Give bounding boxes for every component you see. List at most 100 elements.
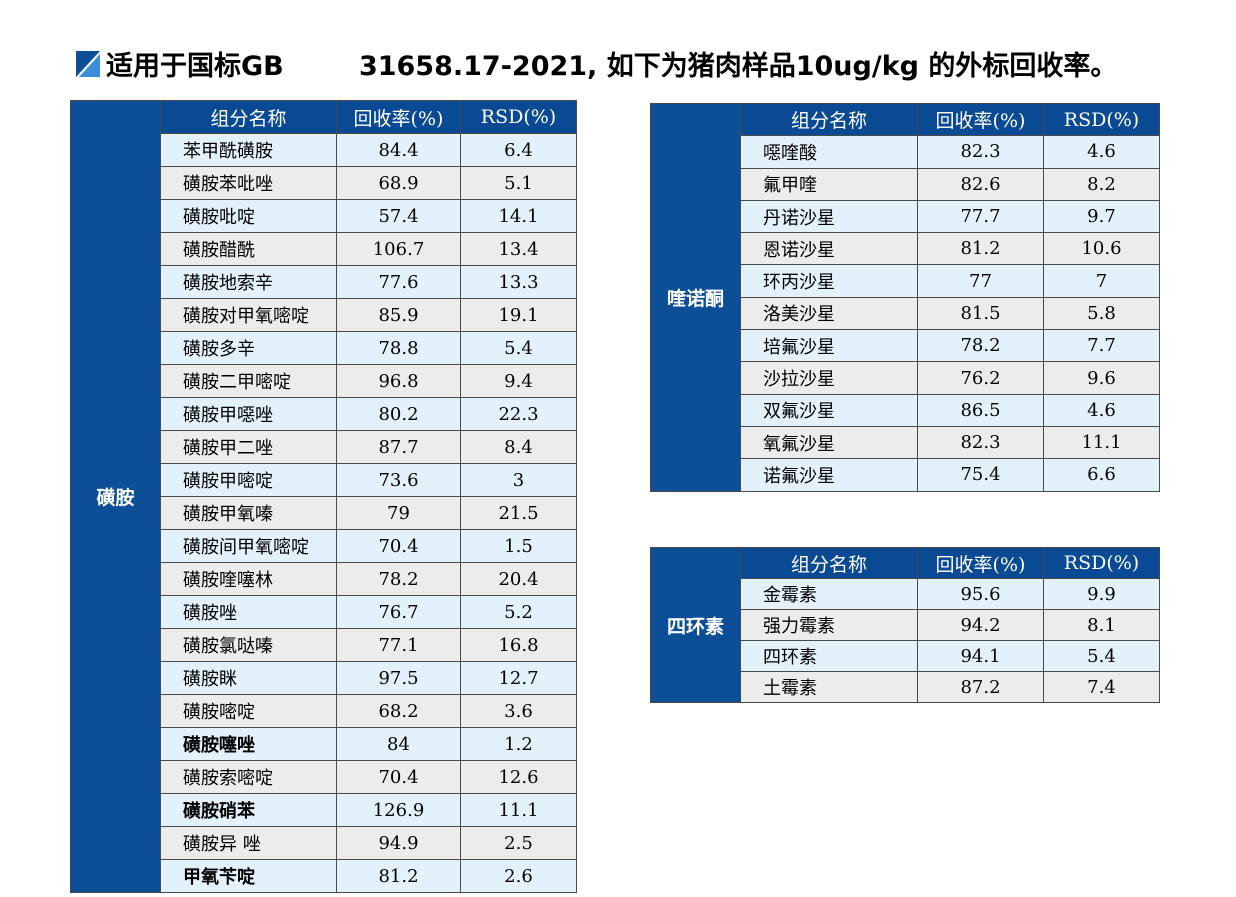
recovery: 84.4 <box>336 133 461 167</box>
rsd: 2.6 <box>460 859 577 893</box>
page-title: 适用于国标GB 31658.17-2021, 如下为猪肉样品10ug/kg 的外… <box>106 51 1118 82</box>
data-row: 甲氧苄啶 81.2 2.6 <box>71 859 577 893</box>
title-bar: 适用于国标GB 31658.17-2021, 如下为猪肉样品10ug/kg 的外… <box>76 44 1117 83</box>
recovery: 76.2 <box>917 361 1044 395</box>
rsd: 12.6 <box>460 760 577 794</box>
recovery: 78.8 <box>336 331 461 365</box>
recovery: 81.2 <box>336 859 461 893</box>
rsd: 21.5 <box>460 496 577 530</box>
data-table: 四环素 组分名称 回收率(%) RSD(%) 金霉素 95.6 9.9 强力霉素 94.2 8.1… <box>650 547 1160 703</box>
compound-name: 金霉素 <box>740 578 918 610</box>
compound-name: 氧氟沙星 <box>740 425 918 460</box>
compound-name: 氟甲喹 <box>740 167 918 201</box>
recovery: 81.2 <box>917 232 1044 266</box>
rsd: 7.7 <box>1043 329 1160 363</box>
data-row: 金霉素 95.6 9.9 <box>651 578 1160 610</box>
compound-name: 磺胺唑 <box>160 595 337 629</box>
recovery: 97.5 <box>336 661 461 695</box>
recovery: 106.7 <box>336 232 461 266</box>
rsd: 3 <box>460 463 577 497</box>
compound-name: 磺胺对甲氧嘧啶 <box>160 298 337 332</box>
recovery: 85.9 <box>336 298 461 332</box>
compound-name: 丹诺沙星 <box>740 199 918 234</box>
data-row: 磺胺二甲嘧啶 96.8 9.4 <box>71 364 577 398</box>
compound-name: 磺胺索嘧啶 <box>160 760 337 794</box>
compound-name: 磺胺甲二唑 <box>160 430 337 464</box>
rsd: 9.7 <box>1043 199 1160 234</box>
data-table: 喹诺酮 组分名称 回收率(%) RSD(%) 噁喹酸 82.3 4.6 氟甲喹 82.6 8.2 丹… <box>650 102 1160 492</box>
data-row: 磺胺眯 97.5 12.7 <box>71 661 577 695</box>
data-row: 诺氟沙星 75.4 6.6 <box>651 458 1160 492</box>
data-row: 四环素 94.1 5.4 <box>651 640 1160 672</box>
compound-name: 磺胺氯哒嗪 <box>160 628 337 662</box>
rsd: 9.6 <box>1043 361 1160 395</box>
compound-name: 恩诺沙星 <box>740 232 918 266</box>
data-row: 磺胺间甲氧嘧啶 70.4 1.5 <box>71 529 577 563</box>
recovery: 87.7 <box>336 430 461 464</box>
compound-name: 磺胺间甲氧嘧啶 <box>160 529 337 563</box>
column-header: 回收率(%) <box>917 547 1044 579</box>
recovery: 77.6 <box>336 265 461 299</box>
data-row: 氧氟沙星 82.3 11.1 <box>651 425 1160 460</box>
compound-name: 磺胺二甲嘧啶 <box>160 364 337 398</box>
recovery: 70.4 <box>336 760 461 794</box>
rsd: 8.4 <box>460 430 577 464</box>
rsd: 7 <box>1043 264 1160 298</box>
rsd: 6.6 <box>1043 458 1160 492</box>
compound-name: 土霉素 <box>740 671 918 703</box>
rsd: 10.6 <box>1043 232 1160 266</box>
rsd: 14.1 <box>460 199 577 233</box>
compound-name: 磺胺眯 <box>160 661 337 695</box>
compound-name: 磺胺噻唑 <box>160 727 337 761</box>
group-label: 磺胺 <box>70 100 161 893</box>
data-row: 噁喹酸 82.3 4.6 <box>651 135 1160 169</box>
recovery: 84 <box>336 727 461 761</box>
rsd: 1.5 <box>460 529 577 563</box>
compound-name: 沙拉沙星 <box>740 361 918 395</box>
recovery: 79 <box>336 496 461 530</box>
rsd: 1.2 <box>460 727 577 761</box>
compound-name: 磺胺喹噻林 <box>160 562 337 596</box>
data-row: 磺胺地索辛 77.6 13.3 <box>71 265 577 299</box>
rsd: 19.1 <box>460 298 577 332</box>
compound-name: 诺氟沙星 <box>740 458 918 492</box>
recovery: 126.9 <box>336 793 461 827</box>
header-row: 磺胺 组分名称 回收率(%) RSD(%) <box>70 100 577 893</box>
rsd: 11.1 <box>460 793 577 827</box>
column-header: 回收率(%) <box>336 100 461 134</box>
recovery: 73.6 <box>336 463 461 497</box>
compound-name: 磺胺甲嘧啶 <box>160 463 337 497</box>
data-row: 环丙沙星 77 7 <box>651 264 1160 298</box>
recovery: 70.4 <box>336 529 461 563</box>
data-row: 培氟沙星 78.2 7.7 <box>651 329 1160 363</box>
rsd: 20.4 <box>460 562 577 596</box>
data-row: 磺胺苯吡唑 68.9 5.1 <box>71 166 577 200</box>
recovery: 77.1 <box>336 628 461 662</box>
compound-name: 磺胺甲噁唑 <box>160 397 337 431</box>
rsd: 2.5 <box>460 826 577 860</box>
header-row: 四环素 组分名称 回收率(%) RSD(%) <box>650 547 1160 703</box>
column-header: 组分名称 <box>740 547 918 579</box>
rsd: 8.2 <box>1043 167 1160 201</box>
compound-name: 磺胺地索辛 <box>160 265 337 299</box>
rsd: 8.1 <box>1043 609 1160 641</box>
rsd: 5.1 <box>460 166 577 200</box>
recovery: 80.2 <box>336 397 461 431</box>
compound-name: 环丙沙星 <box>740 264 918 298</box>
compound-name: 磺胺苯吡唑 <box>160 166 337 200</box>
recovery: 68.2 <box>336 694 461 728</box>
recovery: 94.9 <box>336 826 461 860</box>
compound-name: 磺胺多辛 <box>160 331 337 365</box>
data-row: 磺胺甲二唑 87.7 8.4 <box>71 430 577 464</box>
rsd: 6.4 <box>460 133 577 167</box>
data-row: 磺胺异 唑 94.9 2.5 <box>71 826 577 860</box>
data-table: 磺胺 组分名称 回收率(%) RSD(%) 苯甲酰磺胺 84.4 6.4 磺胺苯吡唑 68.9 5… <box>70 100 577 893</box>
data-row: 丹诺沙星 77.7 9.7 <box>651 199 1160 234</box>
recovery: 86.5 <box>917 393 1044 427</box>
data-row: 磺胺吡啶 57.4 14.1 <box>71 199 577 233</box>
compound-name: 洛美沙星 <box>740 296 918 331</box>
data-row: 氟甲喹 82.6 8.2 <box>651 167 1160 201</box>
data-row: 沙拉沙星 76.2 9.6 <box>651 361 1160 395</box>
data-row: 磺胺唑 76.7 5.2 <box>71 595 577 629</box>
compound-name: 磺胺醋酰 <box>160 232 337 266</box>
